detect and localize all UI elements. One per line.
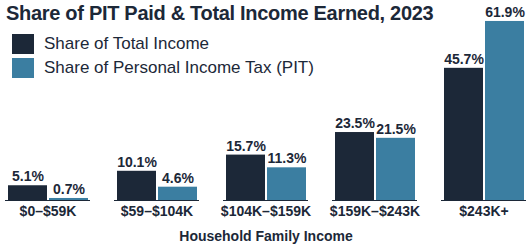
svg-text:45.7%: 45.7% xyxy=(444,51,484,67)
html-text:Share of Personal Income Tax (: Share of Personal Income Tax (PIT) xyxy=(44,58,314,77)
svg-text:$104K–$159K: $104K–$159K xyxy=(221,203,311,219)
svg-text:5.1%: 5.1% xyxy=(12,168,44,184)
svg-text:Household Family Income: Household Family Income xyxy=(179,228,353,244)
svg-text:11.3%: 11.3% xyxy=(268,150,307,166)
html-text:Share of PIT Paid & Total Inco: Share of PIT Paid & Total Income Earned,… xyxy=(6,2,434,24)
html-text:Share of Total Income: Share of Total Income xyxy=(44,34,210,53)
svg-text:21.5%: 21.5% xyxy=(376,121,416,137)
svg-text:$243K+: $243K+ xyxy=(459,203,508,219)
svg-text:61.9%: 61.9% xyxy=(485,4,525,20)
svg-text:$159K–$243K: $159K–$243K xyxy=(330,203,420,219)
svg-text:$59–$104K: $59–$104K xyxy=(121,203,193,219)
svg-text:15.7%: 15.7% xyxy=(226,138,266,154)
svg-text:4.6%: 4.6% xyxy=(162,170,194,186)
svg-text:$0–$59K: $0–$59K xyxy=(20,203,77,219)
svg-text:10.1%: 10.1% xyxy=(117,154,157,170)
svg-text:23.5%: 23.5% xyxy=(335,115,375,131)
svg-text:0.7%: 0.7% xyxy=(53,181,85,197)
